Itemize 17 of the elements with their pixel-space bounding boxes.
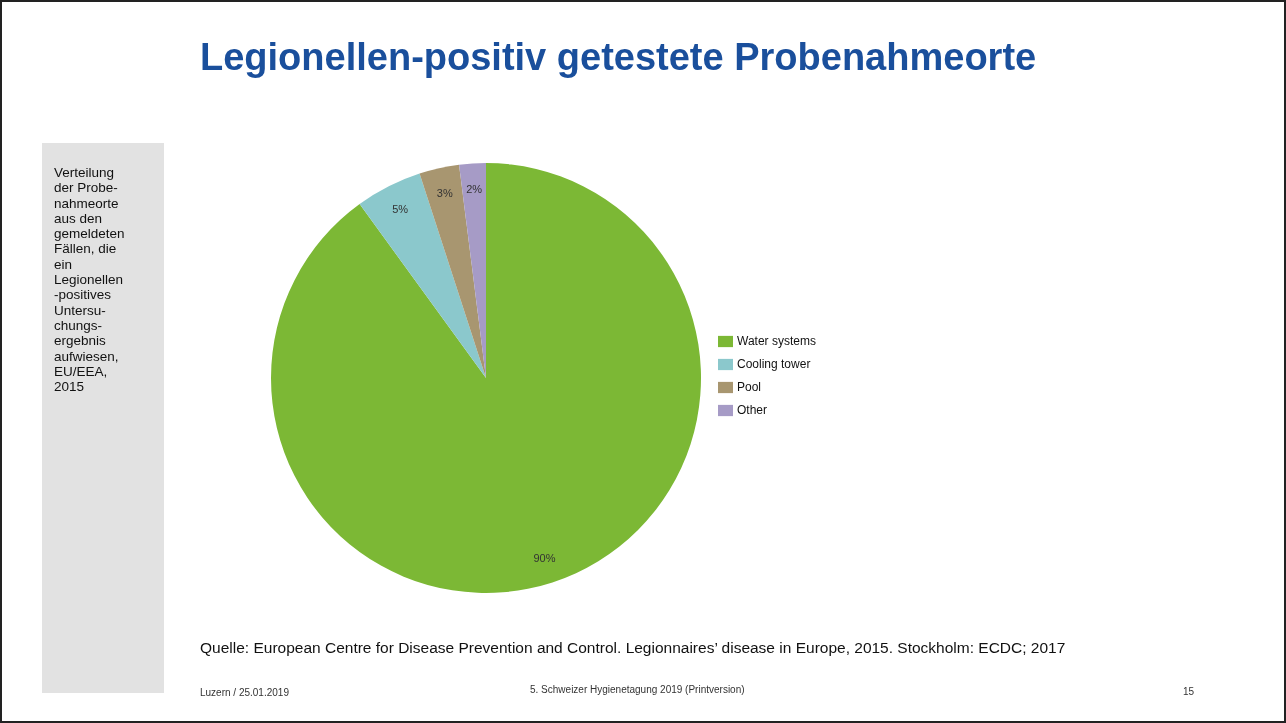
- source-note: Quelle: European Centre for Disease Prevention and Control. Legionnaires’ disease in Europe, 2015. Stockholm: ECDC; 2017: [200, 639, 1066, 657]
- legend-label: Water systems: [737, 334, 816, 348]
- pie-slice: [359, 173, 486, 378]
- text: Luzern / 25.01.2019: [200, 687, 289, 698]
- text: 15: [1183, 686, 1195, 697]
- data-label: 90%: [533, 551, 556, 564]
- data-label: 3%: [436, 187, 453, 200]
- legend-label: Other: [737, 403, 768, 417]
- legend-label: Pool: [737, 380, 762, 394]
- pie-slice: [419, 164, 486, 378]
- text: 5. Schweizer Hygienetagung 2019 (Printversion): [530, 684, 745, 695]
- data-label: 2%: [466, 183, 483, 196]
- data-label: 5%: [392, 203, 409, 216]
- pie-slice: [271, 163, 701, 593]
- legend-label: Cooling tower: [737, 357, 811, 371]
- text: Verteilung der Probe- nahmeorte aus den gemeldeten Fällen, die ein Legionellen -positives Untersu- chungs- ergebnis aufwiesen, EU/EEA, 2015: [54, 165, 125, 395]
- chart-title: Legionellen-positiv getestete Probenahmeorte: [200, 36, 1037, 79]
